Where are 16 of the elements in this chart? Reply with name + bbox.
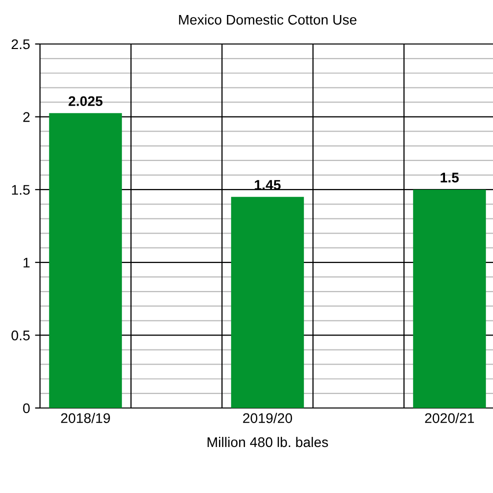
y-tick-label: 1 (24, 258, 30, 268)
data-label: 1.5 (440, 172, 459, 182)
x-tick-label: 2018/19 (61, 412, 110, 424)
y-tick-label: 0 (23, 403, 30, 414)
x-tick-label: 2019/20 (243, 412, 292, 424)
x-tick-label: 2020/21 (425, 412, 474, 424)
chart-title: Mexico Domestic Cotton Use (179, 14, 356, 25)
bar (413, 190, 486, 408)
y-tick-label: 1.5 (12, 185, 30, 195)
x-axis-title: Million 480 lb. bales (208, 436, 328, 448)
y-tick-label: 0.5 (12, 330, 30, 340)
y-tick-label: 2.5 (12, 39, 30, 50)
y-tick-label: 2 (23, 112, 30, 122)
data-label: 2.025 (68, 96, 102, 106)
bar (231, 196, 304, 408)
bar (49, 113, 122, 408)
